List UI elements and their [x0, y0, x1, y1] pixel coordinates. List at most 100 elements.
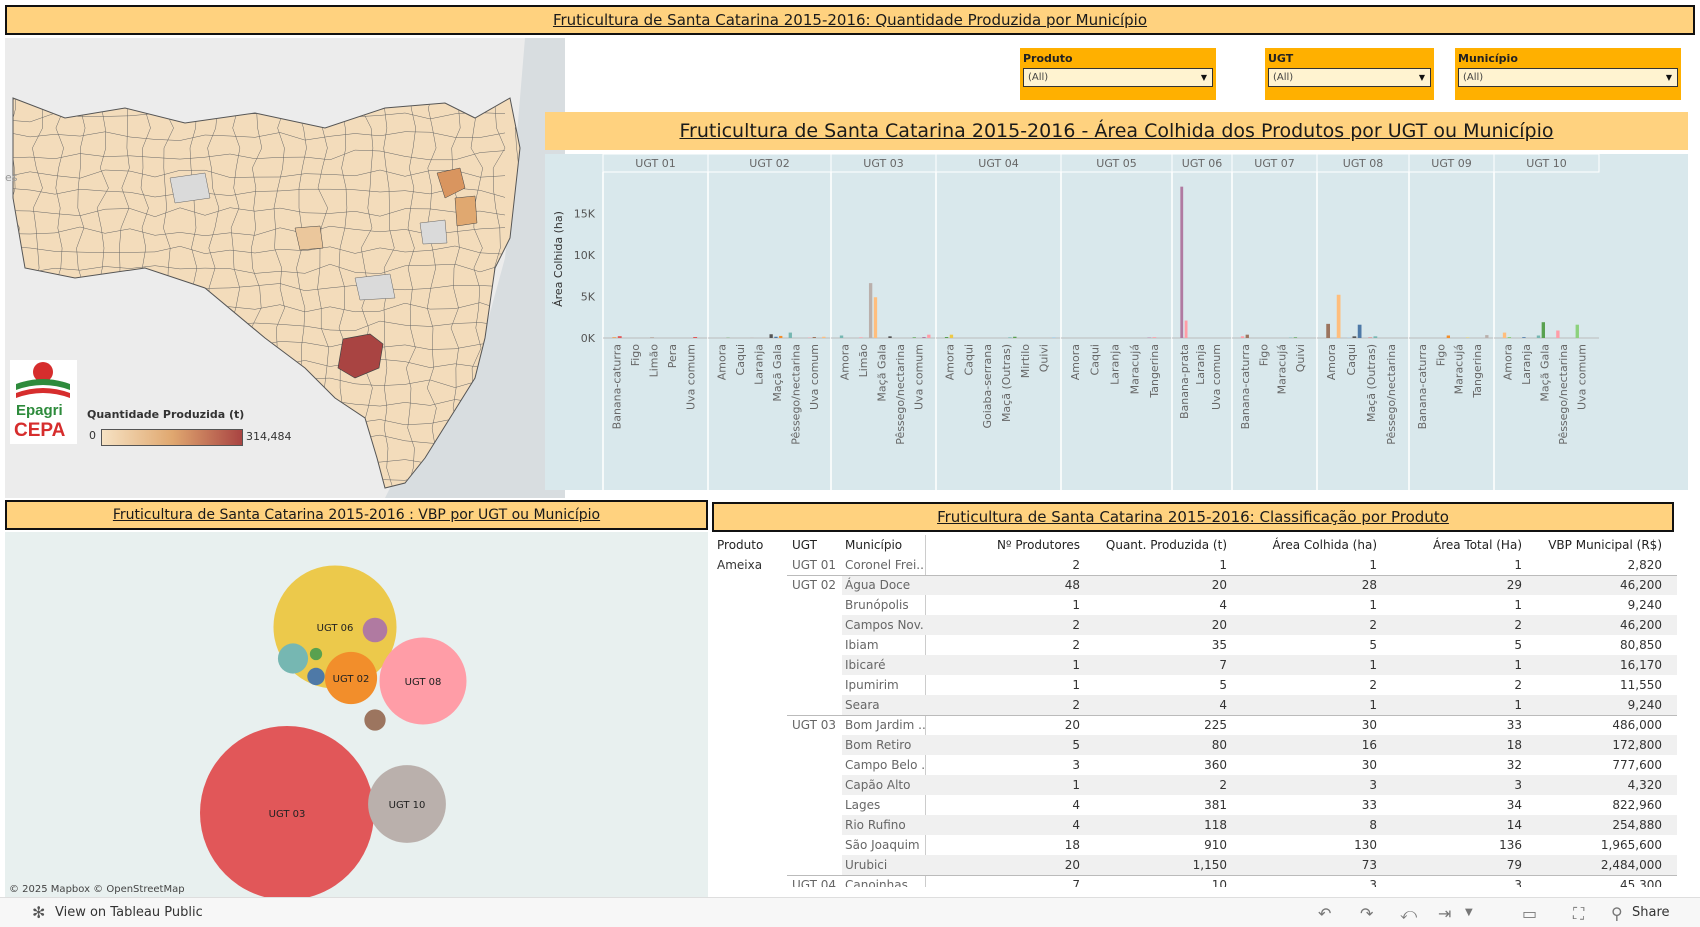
x-tick-label: Amora: [1325, 344, 1338, 380]
filter-ugt-select[interactable]: (All) ▼: [1268, 68, 1431, 87]
view-on-tableau-link[interactable]: View on Tableau Public: [55, 905, 203, 920]
device-layout-icon[interactable]: ▭: [1522, 904, 1538, 923]
table-row[interactable]: Lages 4 381 33 34 822,960: [712, 795, 1677, 815]
bubble[interactable]: [324, 651, 378, 705]
table-row[interactable]: Seara 2 4 1 1 9,240: [712, 695, 1677, 715]
municipality-nodata[interactable]: [419, 219, 448, 245]
table-row[interactable]: São Joaquim 18 910 130 136 1,965,600: [712, 835, 1677, 855]
bar: [1446, 335, 1450, 338]
bar: [868, 283, 873, 338]
y-tick-label: 10K: [574, 249, 596, 262]
share-button[interactable]: Share: [1632, 905, 1670, 920]
y-axis-label: Área Colhida (ha): [552, 211, 565, 307]
table-header-row: Produto UGT Município Nº Produtores Quant. P…: [712, 535, 1677, 555]
redo-icon[interactable]: ↷: [1360, 904, 1374, 923]
table-row[interactable]: Ibicaré 1 7 1 1 16,170: [712, 655, 1677, 675]
fullscreen-icon[interactable]: ⛶: [1573, 904, 1585, 923]
table-cell-produto: [717, 575, 787, 595]
bubble[interactable]: [277, 643, 309, 674]
bar: [1326, 323, 1330, 338]
bubble[interactable]: [362, 617, 388, 643]
table-cell-muni: Campos Nov..: [845, 618, 925, 632]
classification-table[interactable]: Produto UGT Município Nº Produtores Quant. P…: [712, 535, 1677, 887]
column-header[interactable]: UGT: [792, 538, 817, 552]
table-cell-ugt: UGT 04: [792, 878, 837, 887]
municipality-high-2[interactable]: [454, 195, 478, 227]
column-header[interactable]: VBP Municipal (R$): [1548, 538, 1662, 552]
table-row[interactable]: Rio Rufino 4 118 8 14 254,880: [712, 815, 1677, 835]
table-row[interactable]: Ipumirim 1 5 2 2 11,550: [712, 675, 1677, 695]
bubble-chart[interactable]: UGT 06 UGT 03 UGT 08 UGT 10 UGT 02: [5, 532, 708, 897]
table-cell-prod: 4: [1072, 798, 1080, 812]
vbp-bubble-panel[interactable]: UGT 06 UGT 03 UGT 08 UGT 10 UGT 02 © 2025 Ma…: [5, 532, 708, 897]
municipality-nodata[interactable]: [169, 172, 211, 204]
state-shape[interactable]: [12, 97, 521, 489]
bubble[interactable]: [307, 667, 325, 686]
table-cell-quant: 910: [1204, 838, 1227, 852]
municipality-nodata[interactable]: [354, 273, 396, 301]
table-row[interactable]: UGT 04 Canoinhas 7 10 3 3 45,300: [712, 875, 1677, 887]
bubble[interactable]: [368, 765, 446, 843]
refresh-icon[interactable]: ⇥: [1438, 904, 1452, 923]
undo-icon[interactable]: ↶: [1318, 904, 1332, 923]
column-header[interactable]: Município: [845, 538, 903, 552]
panel-header-label: UGT 06: [1182, 157, 1222, 170]
filter-produto[interactable]: Produto (All) ▼: [1020, 48, 1216, 100]
table-cell-prod: 2: [1072, 618, 1080, 632]
column-header[interactable]: Produto: [717, 538, 764, 552]
table-row[interactable]: Bom Retiro 5 80 16 18 172,800: [712, 735, 1677, 755]
filter-municipio-select[interactable]: (All) ▼: [1458, 68, 1678, 87]
chevron-down-icon[interactable]: ▼: [1465, 907, 1473, 918]
column-header[interactable]: Área Total (Ha): [1432, 538, 1522, 552]
table-row[interactable]: Campos Nov.. 2 20 2 2 46,200: [712, 615, 1677, 635]
table-cell-area: 5: [1369, 638, 1377, 652]
table-cell-vbp: 2,484,000: [1600, 858, 1662, 872]
bubble[interactable]: [309, 647, 323, 661]
table-row[interactable]: Ameixa UGT 01 Coronel Frei.. 2 1 1 1 2,820: [712, 555, 1677, 575]
municipality-medium[interactable]: [294, 225, 324, 251]
bar: [944, 337, 949, 338]
column-header[interactable]: Área Colhida (ha): [1272, 538, 1377, 552]
table-cell-area: 30: [1361, 718, 1377, 732]
bubble[interactable]: [200, 726, 374, 897]
table-cell-quant: 7: [1219, 658, 1227, 672]
municipality-border: [13, 98, 506, 104]
bar: [822, 336, 826, 338]
column-header[interactable]: Nº Produtores: [996, 538, 1080, 552]
municipality-high-1[interactable]: [436, 167, 466, 199]
table-cell-vbp: 45,300: [1620, 878, 1662, 887]
share-icon[interactable]: ⚲: [1611, 904, 1623, 923]
mapbox-credit[interactable]: © 2025 Mapbox © OpenStreetMap: [9, 884, 185, 895]
table-row[interactable]: Urubici 20 1,150 73 79 2,484,000: [712, 855, 1677, 875]
filter-municipio[interactable]: Município (All) ▼: [1455, 48, 1681, 100]
chevron-down-icon[interactable]: ▼: [1200, 73, 1207, 82]
column-header[interactable]: Quant. Produzida (t): [1105, 538, 1227, 552]
bar: [922, 337, 926, 338]
table-cell-area: 33: [1361, 798, 1377, 812]
choropleth-map[interactable]: es Epagri CEPA Quantidade Produzida (t) …: [5, 38, 565, 498]
table-row[interactable]: UGT 03 Bom Jardim .. 20 225 30 33 486,000: [712, 715, 1677, 735]
x-tick-label: Laranja: [1109, 344, 1122, 385]
table-cell-prod: 1: [1072, 658, 1080, 672]
map-canvas[interactable]: [5, 38, 565, 498]
chevron-down-icon[interactable]: ▼: [1665, 73, 1672, 82]
table-row[interactable]: Brunópolis 1 4 1 1 9,240: [712, 595, 1677, 615]
bubble[interactable]: [364, 709, 386, 731]
filter-ugt[interactable]: UGT (All) ▼: [1265, 48, 1434, 100]
x-tick-label: Amora: [943, 344, 956, 380]
table-row[interactable]: Capão Alto 1 2 3 3 4,320: [712, 775, 1677, 795]
table-row[interactable]: Ibiam 2 35 5 5 80,850: [712, 635, 1677, 655]
bubble[interactable]: [379, 637, 467, 725]
bar: [1008, 337, 1012, 338]
revert-icon[interactable]: ⤺: [1400, 904, 1418, 923]
table-row[interactable]: UGT 02 Água Doce 48 20 28 29 46,200: [712, 575, 1677, 595]
chevron-down-icon[interactable]: ▼: [1418, 73, 1425, 82]
table-cell-total: 3: [1514, 778, 1522, 792]
municipality-highest[interactable]: [337, 333, 384, 379]
bar: [779, 335, 783, 338]
area-chart[interactable]: Área Colhida (ha) 0K 5K 10K 15K UGT 01 Banana-…: [545, 154, 1688, 490]
table-row[interactable]: Campo Belo .. 3 360 30 32 777,600: [712, 755, 1677, 775]
filter-produto-select[interactable]: (All) ▼: [1023, 68, 1213, 87]
table-cell-ugt: UGT 01: [792, 558, 837, 572]
tableau-icon[interactable]: ✻: [32, 903, 46, 922]
